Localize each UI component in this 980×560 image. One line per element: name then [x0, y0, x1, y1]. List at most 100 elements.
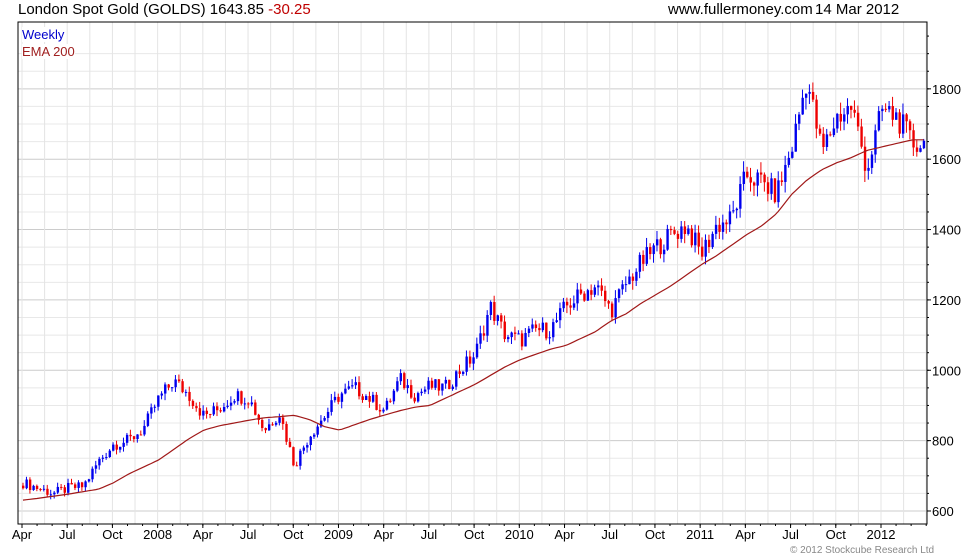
candle-up: [465, 356, 468, 372]
candle-up: [416, 393, 420, 402]
candle-up: [122, 442, 125, 447]
candle-down: [240, 391, 243, 404]
candle-up: [323, 417, 326, 421]
candle-up: [267, 424, 271, 431]
x-tick-label: Apr: [193, 527, 214, 542]
candle-down: [763, 174, 766, 183]
candle-down: [195, 406, 198, 409]
candle-up: [548, 337, 551, 339]
x-tick-label: Oct: [464, 527, 485, 542]
candle-down: [285, 423, 288, 442]
candle-down: [39, 489, 42, 491]
x-tick-label: Oct: [645, 527, 666, 542]
y-tick-label: 1600: [932, 152, 961, 167]
candle-down: [766, 182, 770, 194]
candle-up: [451, 386, 454, 390]
site-url[interactable]: www.fullermoney.com: [668, 1, 813, 18]
candle-down: [468, 356, 472, 364]
candle-down: [358, 382, 361, 397]
x-tick-label: Apr: [374, 527, 395, 542]
candle-up: [614, 298, 617, 318]
candle-up: [333, 396, 337, 401]
candle-up: [25, 479, 28, 489]
candle-down: [129, 434, 132, 437]
candle-up: [711, 233, 714, 248]
candle-up: [870, 154, 874, 168]
candle-up: [721, 222, 725, 232]
y-tick-label: 600: [932, 504, 954, 519]
candle-down: [35, 485, 39, 490]
candle-down: [205, 410, 209, 414]
candle-up: [427, 380, 430, 390]
candle-up: [662, 249, 666, 255]
candle-up: [877, 111, 881, 131]
candle-up: [306, 445, 309, 448]
x-tick-label: Apr: [12, 527, 33, 542]
candle-up: [146, 413, 150, 426]
candle-up: [354, 382, 357, 386]
candle-up: [552, 322, 555, 338]
candle-up: [444, 379, 448, 384]
candle-down: [219, 410, 222, 412]
candle-down: [198, 408, 202, 416]
candle-down: [389, 400, 392, 402]
candle-up: [527, 328, 531, 333]
candle-up: [212, 406, 215, 415]
candle-down: [659, 239, 662, 255]
candle-down: [430, 380, 434, 388]
candle-up: [94, 465, 98, 469]
candle-up: [836, 113, 839, 129]
candle-up: [655, 239, 659, 246]
candle-up: [202, 410, 205, 416]
candle-down: [216, 406, 219, 411]
candle-up: [112, 444, 115, 451]
candle-down: [915, 147, 919, 152]
candle-down: [649, 247, 652, 255]
candle-up: [84, 481, 87, 488]
y-tick-label: 800: [932, 434, 954, 449]
candle-up: [735, 208, 739, 211]
candle-down: [545, 322, 548, 339]
candle-down: [749, 177, 752, 183]
candle-down: [63, 487, 66, 493]
candle-up: [728, 211, 732, 225]
candle-up: [895, 112, 898, 120]
candle-up: [105, 457, 108, 459]
candle-down: [590, 290, 593, 295]
candle-up: [101, 457, 105, 459]
candle-up: [694, 232, 697, 246]
candle-up: [645, 247, 648, 264]
candle-down: [579, 289, 583, 294]
candle-down: [28, 479, 32, 490]
candle-down: [690, 228, 694, 246]
candle-down: [863, 146, 867, 171]
candle-up: [32, 485, 35, 490]
candle-up: [524, 332, 527, 347]
candle-down: [538, 328, 541, 331]
candle-up: [808, 91, 811, 94]
candle-up: [396, 381, 399, 391]
x-tick-label: Jul: [601, 527, 618, 542]
candle-down: [288, 441, 292, 448]
candle-down: [378, 409, 382, 412]
candle-down: [773, 178, 777, 203]
candle-up: [794, 123, 797, 152]
candle-down: [281, 417, 285, 424]
candle-up: [42, 488, 46, 490]
candle-up: [164, 384, 167, 394]
candle-up: [680, 226, 683, 239]
candle-down: [458, 371, 461, 374]
candle-down: [829, 134, 832, 136]
candle-down: [22, 485, 25, 489]
candle-up: [496, 315, 500, 321]
candle-down: [261, 419, 264, 428]
candle-up: [91, 468, 94, 480]
chart-date: 14 Mar 2012: [815, 1, 900, 18]
candle-down: [725, 222, 728, 225]
x-tick-label: Jul: [240, 527, 257, 542]
candle-up: [170, 387, 174, 389]
x-tick-label: Jul: [421, 527, 438, 542]
candle-down: [264, 427, 267, 431]
chart-title: London Spot Gold (GOLDS) 1643.85 -30.25: [18, 1, 311, 18]
candle-down: [413, 397, 416, 402]
